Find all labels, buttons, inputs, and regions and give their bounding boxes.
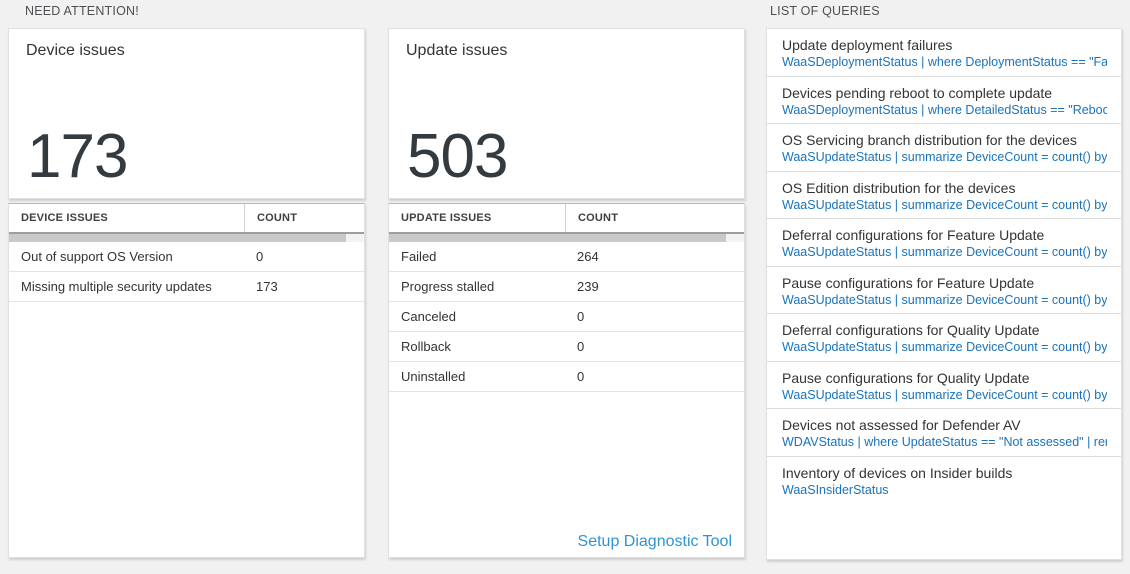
query-text: WaaSDeploymentStatus | where DetailedSta… bbox=[782, 102, 1107, 117]
count-cell: 0 bbox=[577, 339, 585, 354]
horizontal-scrollbar-thumb[interactable] bbox=[389, 234, 726, 242]
update-issues-header-issue: UPDATE ISSUES bbox=[401, 212, 492, 224]
query-item-pause-feature-update[interactable]: Pause configurations for Feature Update … bbox=[767, 267, 1121, 314]
horizontal-scrollbar[interactable] bbox=[389, 234, 744, 242]
count-cell: 0 bbox=[577, 369, 585, 384]
list-of-queries-section-label: LIST OF QUERIES bbox=[770, 4, 880, 18]
device-issues-count: 173 bbox=[27, 122, 128, 191]
query-title: Inventory of devices on Insider builds bbox=[782, 464, 1013, 481]
query-item-os-servicing-branch[interactable]: OS Servicing branch distribution for the… bbox=[767, 124, 1121, 172]
issue-cell: Uninstalled bbox=[401, 369, 466, 384]
device-issues-tile[interactable]: Device issues 173 bbox=[8, 28, 365, 199]
horizontal-scrollbar-thumb[interactable] bbox=[9, 234, 346, 242]
need-attention-section-label: NEED ATTENTION! bbox=[25, 4, 139, 18]
query-item-insider-builds-inventory[interactable]: Inventory of devices on Insider builds W… bbox=[767, 457, 1121, 505]
query-title: Pause configurations for Quality Update bbox=[782, 369, 1030, 386]
table-row[interactable]: Uninstalled 0 bbox=[389, 362, 744, 392]
query-item-pause-quality-update[interactable]: Pause configurations for Quality Update … bbox=[767, 362, 1121, 409]
issue-cell: Canceled bbox=[401, 309, 456, 324]
count-cell: 264 bbox=[577, 249, 599, 264]
query-list-panel: Update deployment failures WaaSDeploymen… bbox=[766, 28, 1122, 560]
query-text: WaaSUpdateStatus | summarize DeviceCount… bbox=[782, 197, 1107, 212]
query-text: WaaSUpdateStatus | summarize DeviceCount… bbox=[782, 245, 1107, 259]
query-title: Devices not assessed for Defender AV bbox=[782, 417, 1021, 433]
table-row[interactable]: Out of support OS Version 0 bbox=[9, 242, 364, 272]
count-cell: 173 bbox=[256, 279, 278, 294]
table-row[interactable]: Rollback 0 bbox=[389, 332, 744, 362]
table-row[interactable]: Failed 264 bbox=[389, 242, 744, 272]
query-text: WaaSDeploymentStatus | where DeploymentS… bbox=[782, 55, 1107, 69]
query-item-update-deployment-failures[interactable]: Update deployment failures WaaSDeploymen… bbox=[767, 29, 1121, 77]
device-issues-table: DEVICE ISSUES COUNT Out of support OS Ve… bbox=[8, 203, 365, 558]
device-issues-header-count: COUNT bbox=[244, 204, 364, 232]
query-item-deferral-feature-update[interactable]: Deferral configurations for Feature Upda… bbox=[767, 219, 1121, 267]
query-text: WaaSUpdateStatus | summarize DeviceCount… bbox=[782, 292, 1107, 307]
horizontal-scrollbar[interactable] bbox=[9, 234, 364, 242]
update-issues-table: UPDATE ISSUES COUNT Failed 264 Progress … bbox=[388, 203, 745, 558]
query-text: WaaSUpdateStatus | summarize DeviceCount… bbox=[782, 387, 1107, 402]
query-title: Deferral configurations for Quality Upda… bbox=[782, 322, 1040, 338]
device-issues-tile-title: Device issues bbox=[26, 42, 125, 59]
query-title: OS Edition distribution for the devices bbox=[782, 179, 1016, 196]
query-title: Deferral configurations for Feature Upda… bbox=[782, 227, 1045, 243]
update-issues-table-header: UPDATE ISSUES COUNT bbox=[389, 204, 744, 234]
query-title: OS Servicing branch distribution for the… bbox=[782, 132, 1077, 148]
setup-diagnostic-tool-link[interactable]: Setup Diagnostic Tool bbox=[577, 533, 732, 550]
query-title: Update deployment failures bbox=[782, 37, 953, 53]
count-cell: 0 bbox=[577, 309, 585, 324]
query-item-os-edition-distribution[interactable]: OS Edition distribution for the devices … bbox=[767, 172, 1121, 219]
query-item-devices-not-assessed-defender[interactable]: Devices not assessed for Defender AV WDA… bbox=[767, 409, 1121, 457]
table-row[interactable]: Canceled 0 bbox=[389, 302, 744, 332]
count-cell: 239 bbox=[577, 279, 599, 294]
table-row[interactable]: Missing multiple security updates 173 bbox=[9, 272, 364, 302]
update-issues-tile-title: Update issues bbox=[406, 42, 508, 59]
issue-cell: Rollback bbox=[401, 339, 451, 354]
query-text: WDAVStatus | where UpdateStatus == "Not … bbox=[782, 435, 1107, 449]
issue-cell: Failed bbox=[401, 249, 437, 264]
update-issues-tile[interactable]: Update issues 503 bbox=[388, 28, 745, 199]
update-issues-count: 503 bbox=[407, 122, 508, 191]
table-row[interactable]: Progress stalled 239 bbox=[389, 272, 744, 302]
update-issues-header-count: COUNT bbox=[565, 204, 744, 232]
query-text: WaaSUpdateStatus | summarize DeviceCount… bbox=[782, 150, 1107, 164]
device-issues-header-issue: DEVICE ISSUES bbox=[21, 212, 108, 224]
issue-cell: Progress stalled bbox=[401, 279, 495, 294]
query-text: WaaSInsiderStatus bbox=[782, 482, 889, 497]
issue-cell: Missing multiple security updates bbox=[21, 279, 212, 294]
device-issues-table-header: DEVICE ISSUES COUNT bbox=[9, 204, 364, 234]
query-title: Pause configurations for Feature Update bbox=[782, 274, 1035, 291]
issue-cell: Out of support OS Version bbox=[21, 249, 173, 264]
query-text: WaaSUpdateStatus | summarize DeviceCount… bbox=[782, 340, 1107, 354]
query-item-devices-pending-reboot[interactable]: Devices pending reboot to complete updat… bbox=[767, 77, 1121, 124]
query-item-deferral-quality-update[interactable]: Deferral configurations for Quality Upda… bbox=[767, 314, 1121, 362]
query-title: Devices pending reboot to complete updat… bbox=[782, 84, 1053, 101]
count-cell: 0 bbox=[256, 249, 264, 264]
